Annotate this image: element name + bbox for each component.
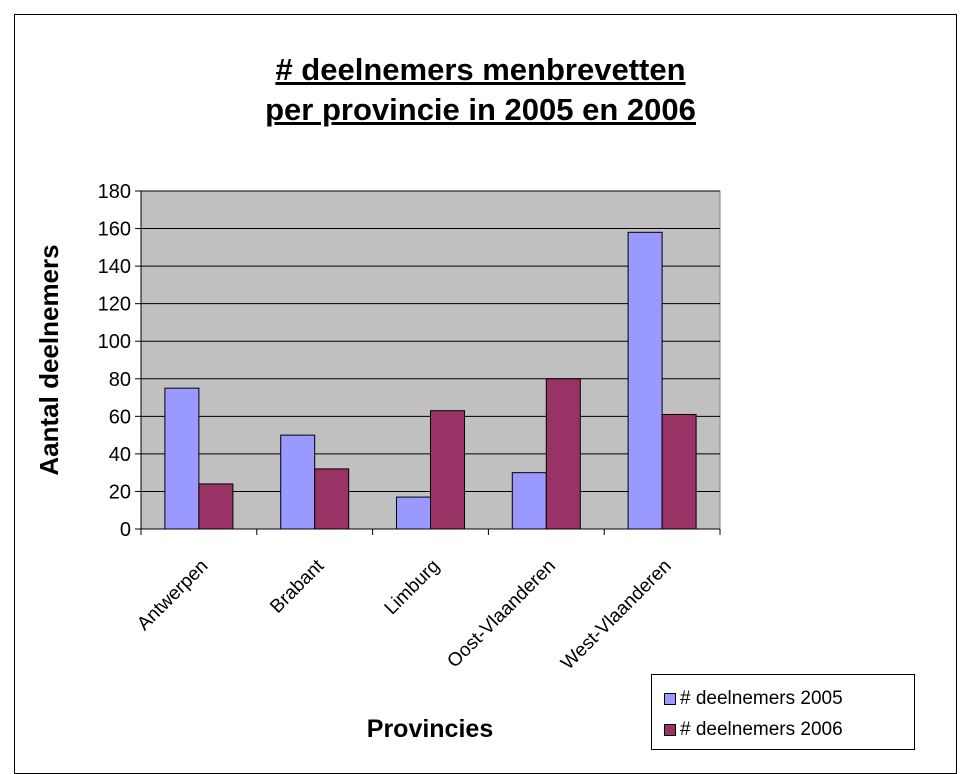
x-tick-label: Oost-Vlaanderen [443,556,559,672]
bar [164,387,200,530]
bar [430,410,465,530]
legend-item-2006: # deelnemers 2006 [664,718,843,742]
legend-item-2005: # deelnemers 2005 [664,687,843,711]
bar [627,231,663,530]
y-tick-label: 100 [98,331,131,353]
y-tick-label: 80 [109,369,131,391]
y-tick-label: 20 [109,481,131,503]
chart-title-line-2: per provincie in 2005 en 2006 [265,92,696,127]
chart-title: # deelnemers menbrevetten per provincie … [0,50,961,130]
y-tick-label: 160 [98,219,131,241]
y-tick-label: 120 [98,294,131,316]
legend-swatch-2005 [664,693,676,705]
y-tick-label: 0 [120,519,131,541]
x-tick-label: Antwerpen [133,556,212,635]
bar [545,378,581,530]
bar [661,413,697,530]
bar [198,483,234,530]
x-tick-label: West-Vlaanderen [557,556,675,674]
y-tick-label: 180 [98,181,131,203]
bar [511,472,547,530]
legend-label-2005: # deelnemers 2005 [680,688,843,709]
chart-title-line-1: # deelnemers menbrevetten [275,52,686,87]
y-tick-label: 40 [109,444,131,466]
y-tick-label: 140 [98,256,131,278]
legend-swatch-2006 [664,724,676,736]
legend: # deelnemers 2005 # deelnemers 2006 [651,674,915,750]
y-axis-label: Aantal deelnemers [34,244,64,475]
x-tick-label: Limburg [381,556,444,619]
y-tick-label: 60 [109,406,131,428]
bar [396,496,431,530]
bar [280,434,316,530]
legend-label-2006: # deelnemers 2006 [680,719,843,740]
x-axis-label: Provincies [366,715,494,743]
bar [314,468,350,530]
x-tick-label: Brabant [266,555,328,617]
